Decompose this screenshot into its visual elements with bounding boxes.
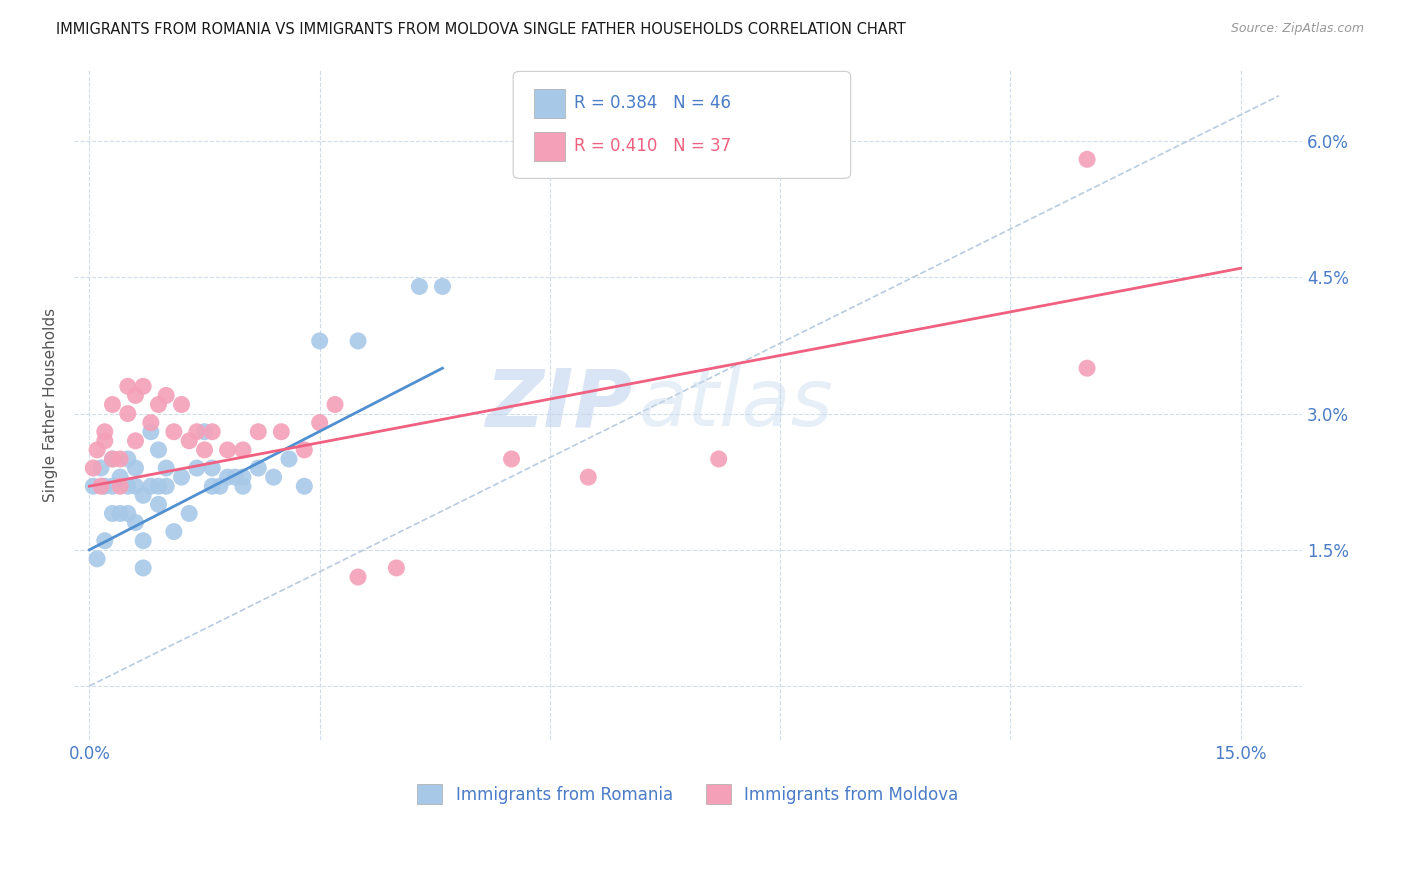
Point bbox=[292, 479, 315, 493]
Point bbox=[108, 452, 131, 467]
Point bbox=[270, 425, 292, 439]
Point bbox=[347, 570, 370, 584]
Point bbox=[101, 507, 124, 521]
Point bbox=[501, 452, 523, 467]
Point bbox=[139, 479, 162, 493]
Point bbox=[170, 470, 193, 484]
Point bbox=[232, 479, 254, 493]
Point bbox=[232, 470, 254, 484]
Point bbox=[408, 279, 430, 293]
Legend: Immigrants from Romania, Immigrants from Moldova: Immigrants from Romania, Immigrants from… bbox=[409, 776, 967, 813]
Point bbox=[385, 561, 408, 575]
Point bbox=[224, 470, 246, 484]
Point bbox=[86, 442, 108, 457]
Point bbox=[263, 470, 285, 484]
Point bbox=[308, 416, 330, 430]
Point bbox=[347, 334, 370, 348]
Point bbox=[1076, 361, 1098, 376]
Point bbox=[217, 470, 239, 484]
Text: ZIP: ZIP bbox=[485, 366, 633, 443]
Point bbox=[132, 379, 155, 393]
Point bbox=[82, 461, 104, 475]
Point bbox=[323, 397, 346, 411]
Point bbox=[201, 461, 224, 475]
Point bbox=[576, 470, 599, 484]
Point bbox=[117, 507, 139, 521]
Point bbox=[124, 479, 146, 493]
Point bbox=[170, 397, 193, 411]
Point bbox=[94, 434, 117, 448]
Point bbox=[193, 425, 215, 439]
Point bbox=[186, 461, 208, 475]
Point bbox=[124, 516, 146, 530]
Point bbox=[208, 479, 231, 493]
Point bbox=[117, 452, 139, 467]
Point bbox=[124, 434, 146, 448]
Point bbox=[108, 470, 131, 484]
Point bbox=[101, 452, 124, 467]
Point bbox=[179, 507, 201, 521]
Point bbox=[94, 479, 117, 493]
Point bbox=[139, 416, 162, 430]
Point bbox=[124, 388, 146, 402]
Point bbox=[90, 461, 112, 475]
Point bbox=[278, 452, 301, 467]
Point bbox=[86, 552, 108, 566]
Point bbox=[155, 479, 177, 493]
Point bbox=[82, 479, 104, 493]
Point bbox=[179, 434, 201, 448]
Point bbox=[108, 507, 131, 521]
Point bbox=[201, 425, 224, 439]
Text: Source: ZipAtlas.com: Source: ZipAtlas.com bbox=[1230, 22, 1364, 36]
Point bbox=[707, 452, 730, 467]
Text: atlas: atlas bbox=[638, 366, 834, 443]
Point bbox=[1076, 153, 1098, 167]
Point bbox=[117, 407, 139, 421]
Point bbox=[186, 425, 208, 439]
Point bbox=[432, 279, 454, 293]
Point bbox=[292, 442, 315, 457]
Point bbox=[117, 379, 139, 393]
Point bbox=[124, 461, 146, 475]
Text: R = 0.384   N = 46: R = 0.384 N = 46 bbox=[574, 95, 731, 112]
Text: IMMIGRANTS FROM ROMANIA VS IMMIGRANTS FROM MOLDOVA SINGLE FATHER HOUSEHOLDS CORR: IMMIGRANTS FROM ROMANIA VS IMMIGRANTS FR… bbox=[56, 22, 905, 37]
Point bbox=[193, 442, 215, 457]
Point bbox=[247, 425, 270, 439]
Point bbox=[94, 533, 117, 548]
Point bbox=[217, 442, 239, 457]
Point bbox=[155, 388, 177, 402]
Point bbox=[132, 533, 155, 548]
Point bbox=[148, 442, 170, 457]
Point bbox=[139, 425, 162, 439]
Point bbox=[247, 461, 270, 475]
Point bbox=[132, 488, 155, 502]
Point bbox=[108, 479, 131, 493]
Y-axis label: Single Father Households: Single Father Households bbox=[44, 308, 58, 501]
Point bbox=[148, 479, 170, 493]
Point bbox=[148, 497, 170, 511]
Point bbox=[163, 425, 186, 439]
Point bbox=[94, 425, 117, 439]
Point bbox=[101, 452, 124, 467]
Point bbox=[132, 561, 155, 575]
Point bbox=[308, 334, 330, 348]
Point bbox=[148, 397, 170, 411]
Point bbox=[232, 442, 254, 457]
Point bbox=[117, 479, 139, 493]
Point bbox=[90, 479, 112, 493]
Point bbox=[101, 397, 124, 411]
Point bbox=[201, 479, 224, 493]
Point bbox=[155, 461, 177, 475]
Point bbox=[101, 479, 124, 493]
Text: R = 0.410   N = 37: R = 0.410 N = 37 bbox=[574, 137, 731, 155]
Point bbox=[163, 524, 186, 539]
